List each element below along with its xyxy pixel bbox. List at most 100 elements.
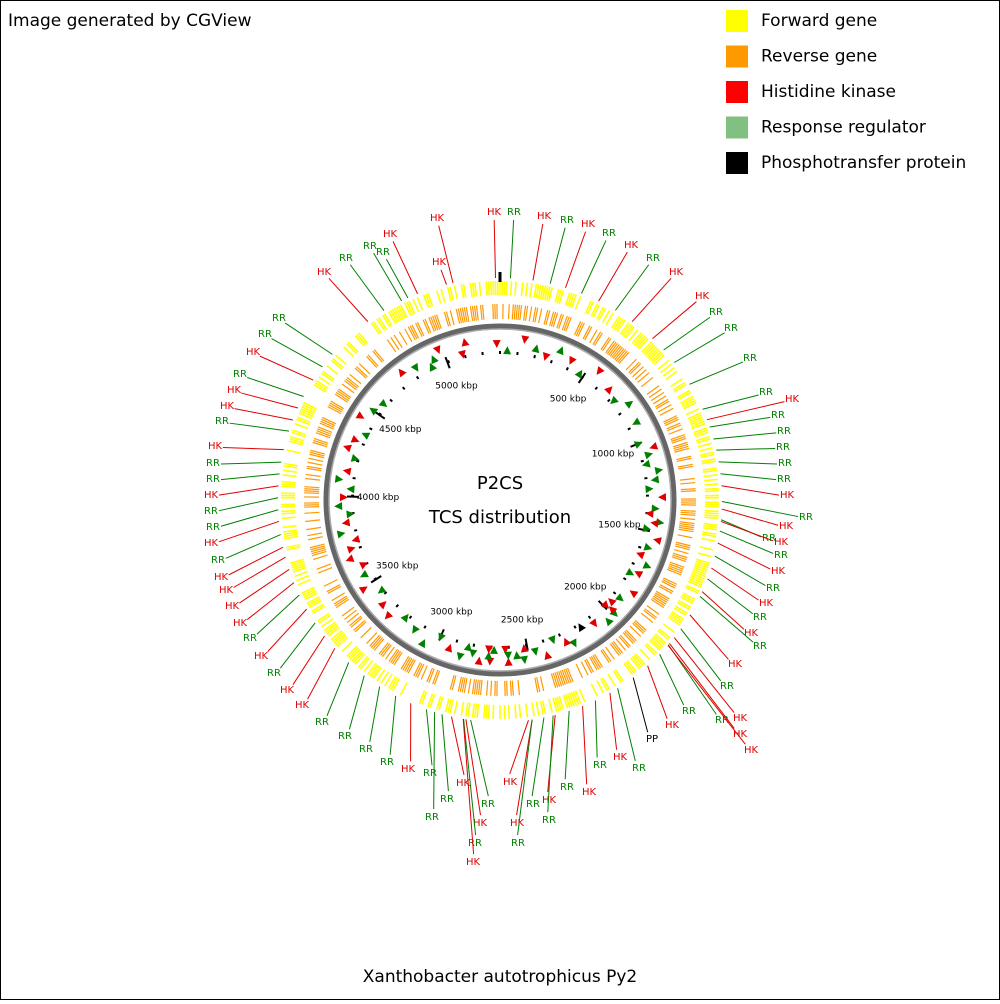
feature-label: HK bbox=[208, 441, 223, 452]
minor-tick bbox=[567, 367, 568, 370]
feature-label: PP bbox=[646, 734, 658, 745]
feature-label: RR bbox=[206, 522, 220, 533]
minor-tick bbox=[641, 461, 644, 462]
feature-label: HK bbox=[669, 267, 684, 278]
minor-tick bbox=[456, 640, 457, 643]
forward-gene bbox=[486, 281, 487, 295]
feature-label: HK bbox=[510, 818, 525, 829]
feature-label: RR bbox=[359, 744, 373, 755]
tick-label: 500 kbp bbox=[550, 394, 587, 404]
reverse-gene bbox=[509, 304, 510, 319]
reverse-gene bbox=[491, 681, 492, 696]
minor-tick bbox=[619, 413, 621, 415]
feature-label: RR bbox=[243, 633, 257, 644]
feature-label: HK bbox=[728, 659, 743, 670]
forward-gene bbox=[705, 511, 719, 512]
footer-title: Xanthobacter autotrophicus Py2 bbox=[363, 967, 638, 987]
feature-label: HK bbox=[503, 777, 518, 788]
forward-gene bbox=[511, 281, 512, 295]
minor-tick bbox=[362, 444, 365, 445]
feature-label: RR bbox=[778, 458, 792, 469]
feature-label: RR bbox=[759, 387, 773, 398]
minor-tick bbox=[424, 626, 426, 629]
feature-label: HK bbox=[204, 538, 219, 549]
feature-label: RR bbox=[511, 838, 525, 849]
feature-label: RR bbox=[468, 838, 482, 849]
forward-gene bbox=[282, 484, 296, 485]
feature-label: RR bbox=[339, 253, 353, 264]
feature-label: RR bbox=[777, 474, 791, 485]
minor-tick bbox=[356, 461, 359, 462]
minor-tick bbox=[417, 376, 419, 378]
tick-label: 5000 kbp bbox=[435, 382, 478, 392]
minor-tick bbox=[559, 634, 560, 637]
legend-label: Phosphotransfer protein bbox=[761, 153, 966, 173]
feature-label: RR bbox=[724, 323, 738, 334]
forward-gene bbox=[705, 491, 719, 492]
forward-gene bbox=[705, 513, 719, 514]
feature-label: RR bbox=[766, 583, 780, 594]
reverse-gene bbox=[304, 507, 319, 508]
feature-label: RR bbox=[709, 307, 723, 318]
feature-label: HK bbox=[613, 752, 628, 763]
feature-label: HK bbox=[665, 720, 680, 731]
minor-tick bbox=[628, 428, 631, 429]
feature-label: RR bbox=[771, 410, 785, 421]
feature-label: HK bbox=[220, 401, 235, 412]
minor-tick bbox=[359, 547, 362, 548]
feature-label: RR bbox=[272, 313, 286, 324]
reverse-gene bbox=[493, 304, 494, 319]
reverse-gene bbox=[681, 491, 696, 492]
feature-label: RR bbox=[423, 768, 437, 779]
feature-label: HK bbox=[456, 778, 471, 789]
reverse-gene bbox=[304, 491, 319, 492]
legend-swatch bbox=[726, 46, 748, 68]
minor-tick bbox=[474, 644, 475, 647]
feature-label: HK bbox=[280, 685, 295, 696]
tick-label: 2000 kbp bbox=[564, 583, 607, 593]
forward-gene bbox=[704, 484, 718, 485]
feature-label: HK bbox=[624, 240, 639, 251]
header-title: Image generated by CGView bbox=[8, 11, 252, 31]
minor-tick bbox=[354, 530, 357, 531]
feature-label: HK bbox=[695, 291, 710, 302]
feature-label: HK bbox=[537, 211, 552, 222]
tick-label: 2500 kbp bbox=[501, 615, 544, 625]
feature-label: HK bbox=[771, 566, 786, 577]
feature-label: HK bbox=[582, 787, 597, 798]
legend-swatch bbox=[726, 117, 748, 139]
feature-label: HK bbox=[246, 347, 261, 358]
feature-label: RR bbox=[481, 799, 495, 810]
feature-label: HK bbox=[430, 213, 445, 224]
minor-tick bbox=[574, 626, 576, 629]
legend-swatch bbox=[726, 81, 748, 103]
tick-label: 1500 kbp bbox=[598, 520, 641, 530]
tick-label: 4000 kbp bbox=[357, 493, 400, 503]
tick-label: 3500 kbp bbox=[376, 561, 419, 571]
feature-label: HK bbox=[214, 572, 229, 583]
feature-label: RR bbox=[507, 207, 521, 218]
forward-gene bbox=[705, 489, 719, 490]
legend-swatch bbox=[726, 152, 748, 174]
feature-label: HK bbox=[744, 745, 759, 756]
feature-label: RR bbox=[743, 353, 757, 364]
feature-label: HK bbox=[779, 521, 794, 532]
feature-label: RR bbox=[602, 228, 616, 239]
feature-label: RR bbox=[380, 757, 394, 768]
feature-label: RR bbox=[233, 369, 247, 380]
feature-label: HK bbox=[542, 795, 557, 806]
feature-label: RR bbox=[211, 555, 225, 566]
feature-label: HK bbox=[581, 219, 596, 230]
minor-tick bbox=[632, 563, 635, 564]
feature-label: RR bbox=[753, 641, 767, 652]
feature-label: HK bbox=[780, 490, 795, 501]
feature-label: HK bbox=[432, 257, 447, 268]
feature-label: RR bbox=[799, 512, 813, 523]
legend-label: Reverse gene bbox=[761, 47, 877, 67]
center-subtitle: TCS distribution bbox=[428, 507, 571, 528]
feature-label: HK bbox=[219, 585, 234, 596]
minor-tick bbox=[543, 640, 544, 643]
legend-swatch bbox=[726, 10, 748, 32]
